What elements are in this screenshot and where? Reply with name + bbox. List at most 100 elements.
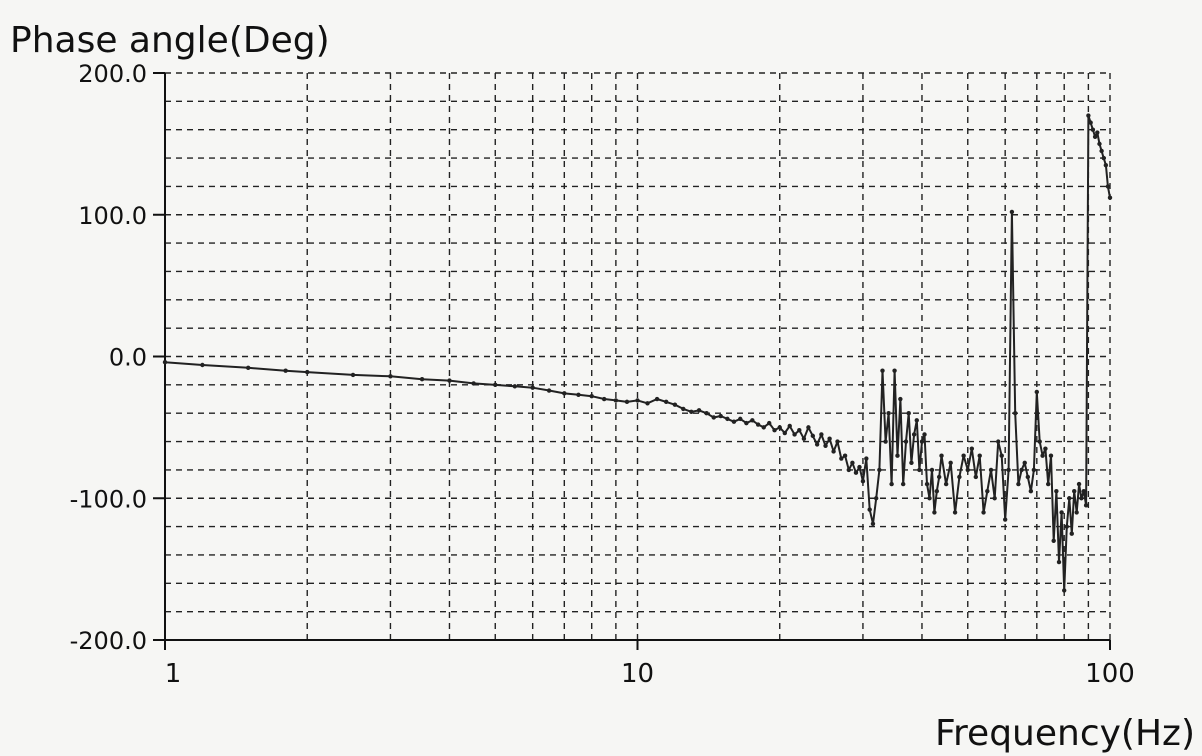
data-point <box>864 456 869 461</box>
data-point <box>1051 538 1056 543</box>
x-tick-label: 1 <box>165 659 182 689</box>
data-point <box>755 422 761 427</box>
data-point <box>419 376 425 382</box>
data-point <box>787 423 792 429</box>
data-point <box>663 399 669 405</box>
data-point <box>860 479 866 484</box>
data-point <box>985 488 990 494</box>
data-point <box>512 384 518 389</box>
data-point <box>835 439 840 444</box>
data-point <box>1099 148 1104 154</box>
data-point <box>1097 141 1102 147</box>
data-point <box>880 368 885 373</box>
x-tick-label: 100 <box>1085 659 1135 689</box>
data-point <box>906 411 911 416</box>
data-point <box>1016 481 1021 487</box>
labels-layer: 200.0 100.0 0.0 -100.0 -200.0 1 10 100 Phase ang… <box>10 20 1195 754</box>
data-point <box>873 496 879 501</box>
data-point <box>792 432 797 437</box>
data-point <box>917 467 922 473</box>
data-point <box>892 368 897 373</box>
data-point <box>1090 127 1096 132</box>
axes-layer <box>153 72 1111 650</box>
data-point <box>929 467 935 473</box>
data-point <box>1105 184 1111 189</box>
data-point <box>936 474 942 480</box>
data-point <box>846 467 851 473</box>
data-point <box>814 442 820 447</box>
data-point <box>283 368 288 373</box>
data-point <box>914 418 919 423</box>
data-point <box>1012 411 1018 416</box>
data-point <box>1069 531 1074 536</box>
y-tick-label: -200.0 <box>70 627 147 655</box>
data-point <box>546 388 552 393</box>
data-point <box>1046 481 1051 487</box>
data-point <box>1009 209 1015 215</box>
x-axis-title: Frequency(Hz) <box>935 713 1195 754</box>
data-point <box>562 391 567 396</box>
data-point <box>589 393 594 399</box>
data-point <box>1025 474 1031 480</box>
data-point <box>761 425 766 430</box>
data-point <box>842 453 848 458</box>
data-point <box>246 365 251 371</box>
data-point <box>350 372 356 378</box>
data-point <box>932 510 937 515</box>
data-point <box>969 446 975 451</box>
data-point <box>672 402 678 407</box>
data-point <box>827 436 832 441</box>
data-point <box>857 464 862 470</box>
data-point <box>957 474 962 480</box>
data-point <box>1006 467 1011 473</box>
data-point <box>718 413 723 419</box>
data-point <box>806 425 811 430</box>
data-point <box>738 416 743 422</box>
data-point <box>952 510 958 515</box>
data-point <box>973 474 979 480</box>
data-point <box>810 433 816 439</box>
data-point <box>689 409 694 414</box>
data-point <box>696 408 702 413</box>
data-point <box>1107 195 1113 200</box>
data-point <box>870 521 876 526</box>
data-point <box>877 467 882 473</box>
data-point <box>900 481 906 487</box>
data-point <box>924 481 930 487</box>
data-point <box>1034 389 1040 395</box>
data-point <box>1067 496 1072 501</box>
data-point <box>898 396 903 402</box>
data-point <box>1056 559 1062 565</box>
data-point <box>903 439 909 444</box>
series-layer <box>162 113 1113 593</box>
data-point <box>530 385 535 390</box>
data-point <box>819 432 824 437</box>
data-point <box>576 392 581 397</box>
data-point <box>654 396 660 402</box>
data-point <box>999 453 1004 458</box>
data-point <box>1037 439 1042 444</box>
data-point <box>911 432 917 437</box>
data-point <box>850 460 855 466</box>
data-point <box>883 439 888 444</box>
data-point <box>1002 517 1008 522</box>
data-point <box>1054 488 1059 494</box>
data-point <box>1040 453 1045 458</box>
data-point <box>1083 503 1089 508</box>
data-point <box>744 420 749 426</box>
data-point <box>1076 481 1082 487</box>
data-point <box>996 439 1001 444</box>
data-point <box>1059 510 1064 515</box>
data-point <box>782 430 788 436</box>
data-point <box>1062 588 1067 593</box>
data-point <box>767 420 772 426</box>
data-point <box>1028 488 1034 494</box>
data-point <box>919 439 925 444</box>
data-point <box>704 411 709 416</box>
data-point <box>601 396 607 402</box>
data-point <box>939 453 944 458</box>
y-tick-label: -100.0 <box>70 485 147 513</box>
data-point <box>635 398 640 403</box>
